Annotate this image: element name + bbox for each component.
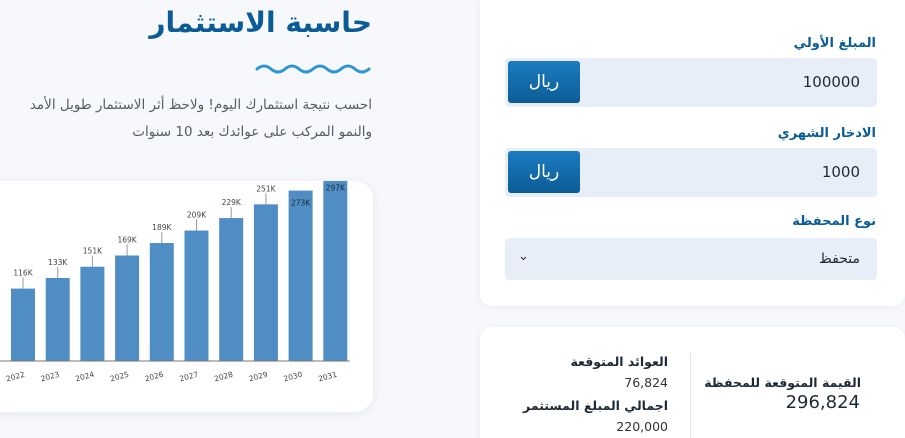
chart-data-label: 133K [48, 258, 68, 267]
chevron-down-icon[interactable]: ⌄ [518, 249, 529, 264]
currency-button[interactable]: ريال [508, 61, 580, 103]
total-invested-label: اجمالي المبلغ المستثمر [523, 398, 668, 413]
chart-data-label: 151K [83, 247, 103, 256]
chart-data-label: 229K [222, 198, 242, 207]
chart-data-label: 116K [13, 269, 33, 278]
chart-bar [184, 230, 209, 361]
growth-chart-card: 116K 2022 133K 2023 151K 2024 169K 2025 189K 2026… [0, 181, 373, 412]
monthly-saving-label: الادخار الشهري [777, 126, 876, 141]
chart-x-tick-label: 2023 [40, 370, 61, 384]
chart-bar [219, 218, 244, 361]
initial-amount-label: المبلغ الأولي [793, 36, 876, 51]
description-line-1: احسب نتيجة استثمارك اليوم! ولاحظ أثر الا… [29, 97, 372, 113]
chart-x-tick-label: 2024 [74, 370, 95, 384]
portfolio-value-value: 296,824 [785, 392, 860, 413]
portfolio-value-label: القيمة المتوقعة للمحفظة [704, 375, 861, 390]
expected-returns-value: 76,824 [624, 375, 668, 390]
chart-x-tick-label: 2025 [109, 370, 130, 384]
portfolio-type-value[interactable]: متحفظ [818, 251, 860, 267]
description-line-2: والنمو المركب على عوائدك بعد 10 سنوات [132, 124, 372, 140]
portfolio-type-label: نوع المحفظة [792, 214, 876, 229]
chart-data-label: 251K [256, 184, 276, 193]
results-card: العوائد المتوقعة 76,824 اجمالي المبلغ ال… [480, 327, 905, 438]
chart-bar [115, 255, 140, 361]
growth-chart: 116K 2022 133K 2023 151K 2024 169K 2025 189K 2026… [0, 181, 350, 384]
chart-bar [149, 243, 174, 361]
monthly-saving-field[interactable]: 1000 ريال [505, 148, 877, 197]
total-invested-value: 220,000 [616, 419, 668, 434]
chart-x-tick-label: 2022 [5, 370, 26, 384]
page-description: احسب نتيجة استثمارك اليوم! ولاحظ أثر الا… [0, 92, 372, 146]
chart-data-label: 209K [187, 211, 207, 220]
portfolio-type-select[interactable]: متحفظ ⌄ [505, 238, 877, 280]
chart-bar [323, 181, 348, 361]
chart-bar [253, 204, 278, 361]
initial-amount-field[interactable]: 100000 ريال [505, 58, 877, 107]
chart-bar [80, 266, 105, 361]
chart-x-tick-label: 2028 [213, 370, 234, 384]
chart-x-tick-label: 2026 [144, 370, 165, 384]
chart-x-tick-label: 2029 [248, 370, 269, 384]
chart-x-tick-label: 2031 [317, 370, 338, 384]
results-divider [690, 353, 691, 438]
chart-bar [288, 190, 313, 361]
calculator-form: المبلغ الأولي 100000 ريال الادخار الشهري… [480, 0, 905, 306]
monthly-saving-value[interactable]: 1000 [821, 163, 860, 181]
initial-amount-value[interactable]: 100000 [802, 73, 860, 91]
chart-data-label: 297K [326, 184, 346, 193]
chart-bar [11, 288, 35, 361]
chart-data-label: 189K [152, 223, 172, 232]
chart-x-tick-label: 2027 [178, 370, 199, 384]
chart-x-tick-label: 2030 [283, 370, 304, 384]
chart-data-label: 169K [117, 236, 137, 245]
expected-returns-label: العوائد المتوقعة [570, 354, 668, 369]
chart-data-label: 273K [291, 199, 311, 208]
currency-button[interactable]: ريال [508, 151, 580, 193]
page-title: حاسبة الاستثمار [149, 6, 372, 39]
wave-decoration [255, 64, 371, 74]
chart-bar [45, 277, 70, 361]
